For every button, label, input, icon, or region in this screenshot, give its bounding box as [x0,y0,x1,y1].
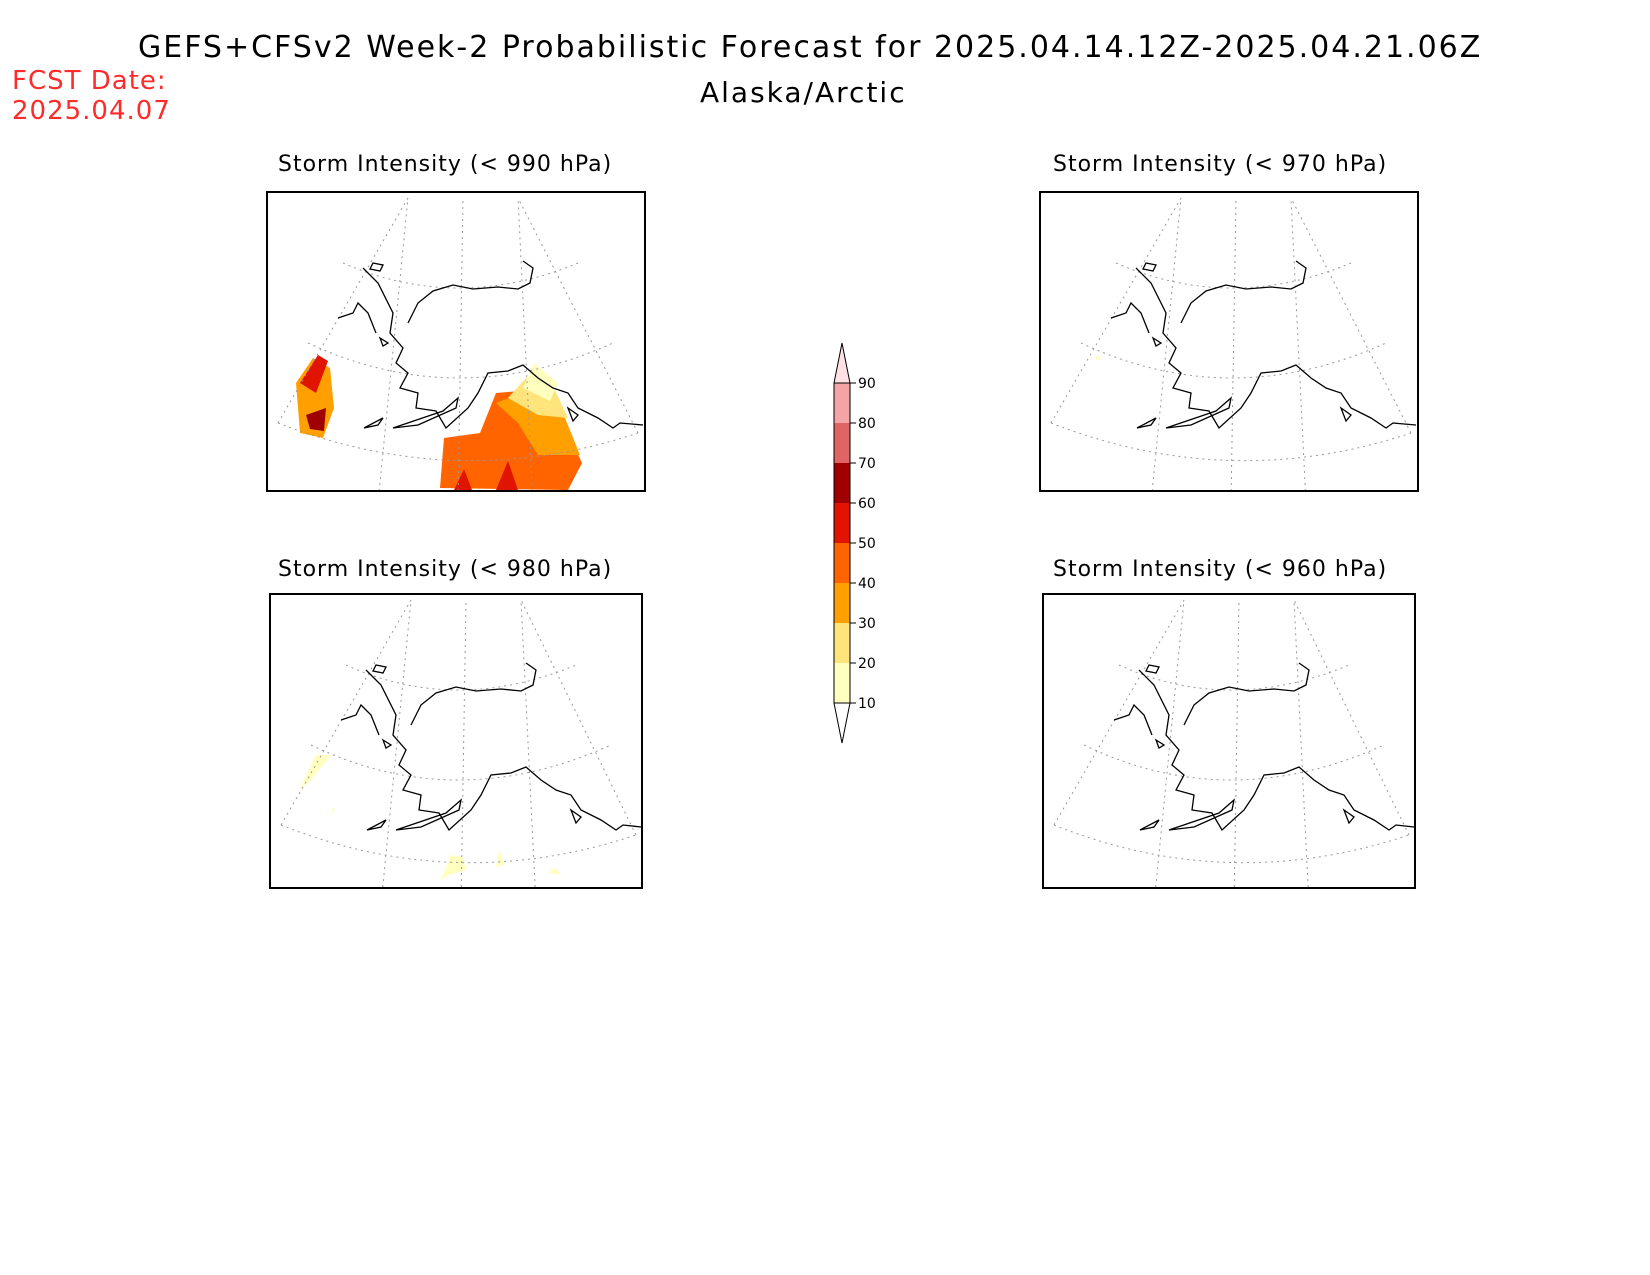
shade-980-south2 [496,850,504,867]
map-980-svg [280,599,641,887]
forecast-date-value: 2025.04.07 [12,96,171,126]
map-990-svg [277,197,644,490]
region-title-text: Alaska/Arctic [700,76,907,109]
colorbar-label-70: 70 [858,456,876,472]
colorbar-bottom-arrow [833,702,851,744]
map-panel-980 [269,593,643,889]
colorbar-swatch-10 [834,663,850,703]
forecast-date-label: FCST Date: [12,66,167,96]
main-title-text: GEFS+CFSv2 Week-2 Probabilistic Forecast… [138,30,1483,65]
coastline-990 [337,260,644,430]
map-970-svg [1050,197,1417,490]
colorbar-swatch-40 [834,543,850,583]
colorbar-svg: 10 20 30 40 50 60 70 80 90 [833,342,876,744]
panel-title-990: Storm Intensity (< 990 hPa) [278,152,613,177]
colorbar-outline [833,382,851,704]
colorbar-label-50: 50 [858,536,876,552]
colorbar-label-40: 40 [858,576,876,592]
shade-980-west [299,755,331,790]
shade-980-south3 [549,867,561,875]
coastline-980 [340,662,641,832]
shade-980-dot [331,807,334,815]
coastline-960 [1113,662,1414,832]
colorbar-label-90: 90 [858,376,876,392]
graticule-970 [1050,197,1412,490]
colorbar-label-30: 30 [858,616,876,632]
colorbar-swatch-70 [834,423,850,463]
colorbar-swatch-20 [834,623,850,663]
shade-990-west-red [300,355,328,393]
colorbar-swatch-60 [834,463,850,503]
map-panel-960 [1042,593,1416,889]
map-960-svg [1053,599,1414,887]
shade-970-tiny [1095,355,1099,361]
colorbar-top-arrow [833,342,851,384]
shade-980-south1 [441,855,466,880]
prob-shading-990 [296,355,582,490]
colorbar-swatch-30 [834,583,850,623]
colorbar-label-10: 10 [858,696,876,712]
forecast-date: FCST Date: 2025.04.07 [12,66,171,126]
prob-shading-970 [1095,355,1099,361]
colorbar-label-80: 80 [858,416,876,432]
shade-990-south-lightorange [496,391,580,455]
coastline-970 [1110,260,1417,430]
colorbar-swatch-80 [834,383,850,423]
colorbar: 10 20 30 40 50 60 70 80 90 [818,330,888,754]
map-panel-970 [1039,191,1419,492]
graticule-960 [1053,599,1410,887]
graticule-990 [277,197,639,490]
graticule-980 [280,599,637,887]
colorbar-label-60: 60 [858,496,876,512]
panel-title-980: Storm Intensity (< 980 hPa) [278,557,613,582]
prob-shading-980 [299,755,561,880]
shade-990-south-red2 [496,461,518,490]
colorbar-label-20: 20 [858,656,876,672]
colorbar-swatch-50 [834,503,850,543]
map-panel-990 [266,191,646,492]
shade-990-west-dark [306,408,326,431]
panel-title-960: Storm Intensity (< 960 hPa) [1053,557,1388,582]
panel-title-970: Storm Intensity (< 970 hPa) [1053,152,1388,177]
